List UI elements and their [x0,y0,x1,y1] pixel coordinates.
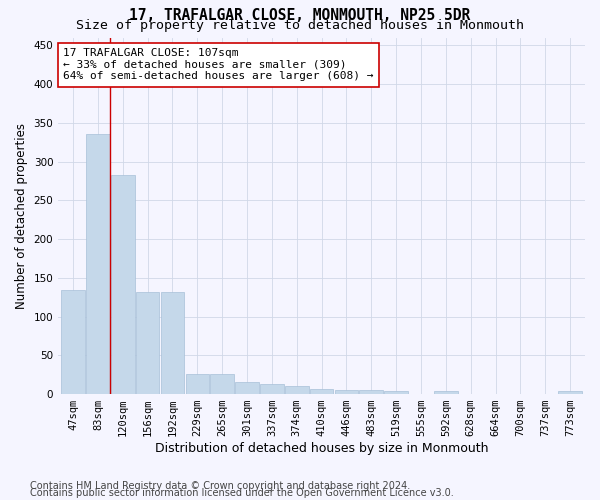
Bar [111,176,134,394]
Bar [211,374,234,394]
Bar [335,390,358,394]
Bar [136,292,160,394]
Bar [260,384,284,394]
Bar [310,388,334,394]
Y-axis label: Number of detached properties: Number of detached properties [15,123,28,309]
Bar [86,134,110,394]
Bar [558,391,582,394]
Bar [235,382,259,394]
Bar [285,386,308,394]
Text: Contains HM Land Registry data © Crown copyright and database right 2024.: Contains HM Land Registry data © Crown c… [30,481,410,491]
Text: Contains public sector information licensed under the Open Government Licence v3: Contains public sector information licen… [30,488,454,498]
Bar [359,390,383,394]
Bar [434,391,458,394]
Bar [61,290,85,394]
X-axis label: Distribution of detached houses by size in Monmouth: Distribution of detached houses by size … [155,442,488,455]
Bar [185,374,209,394]
Bar [385,391,408,394]
Bar [161,292,184,394]
Text: Size of property relative to detached houses in Monmouth: Size of property relative to detached ho… [76,18,524,32]
Text: 17, TRAFALGAR CLOSE, MONMOUTH, NP25 5DR: 17, TRAFALGAR CLOSE, MONMOUTH, NP25 5DR [130,8,470,22]
Text: 17 TRAFALGAR CLOSE: 107sqm
← 33% of detached houses are smaller (309)
64% of sem: 17 TRAFALGAR CLOSE: 107sqm ← 33% of deta… [64,48,374,82]
